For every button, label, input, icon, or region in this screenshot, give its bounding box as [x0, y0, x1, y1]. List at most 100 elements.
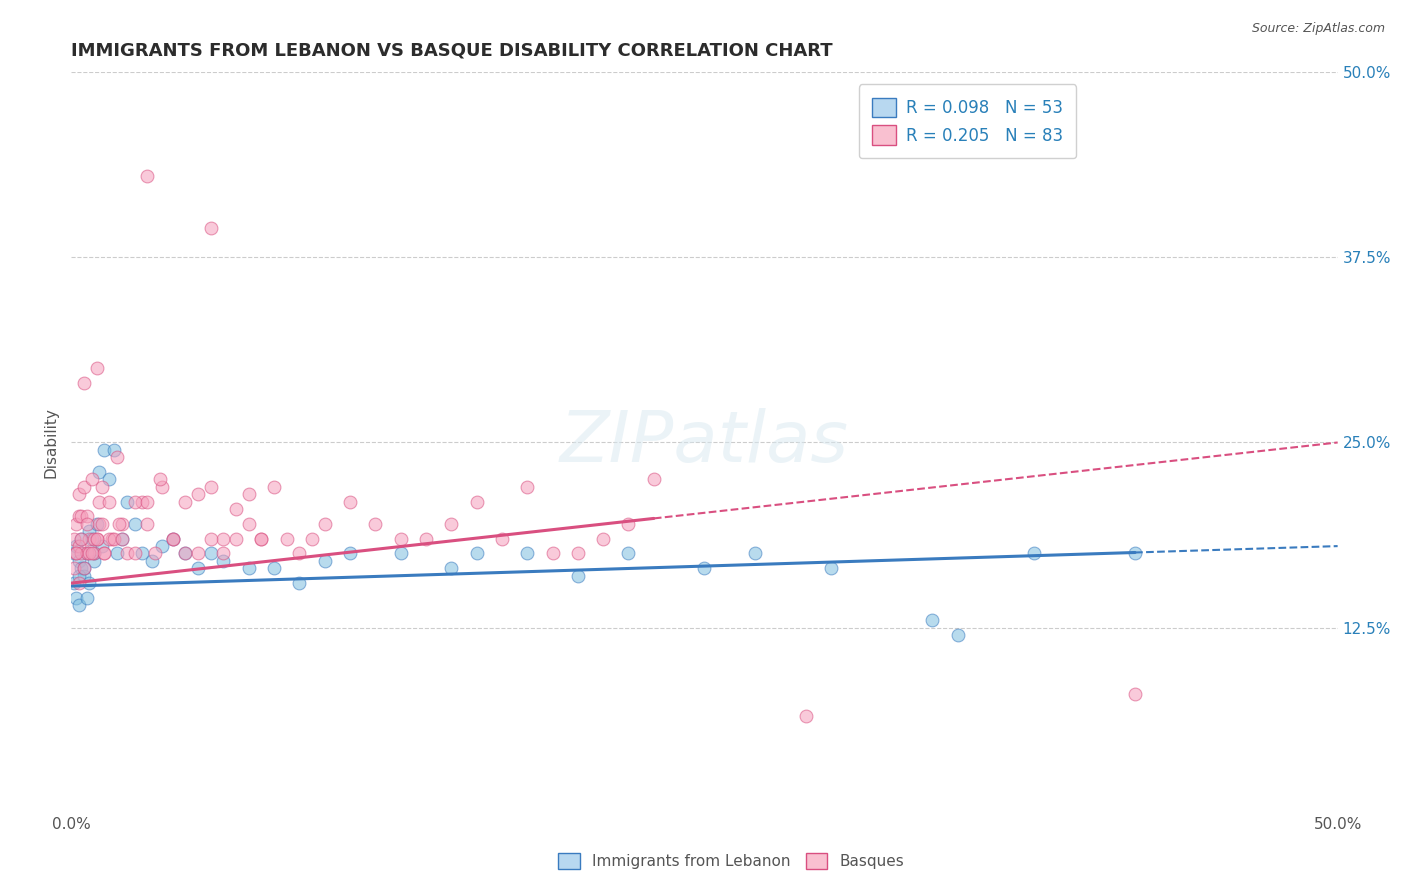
- Point: [389, 547, 412, 561]
- Point: [541, 547, 564, 561]
- Point: [83, 547, 105, 561]
- Point: [238, 487, 260, 501]
- Point: [1022, 547, 1045, 561]
- Point: [820, 561, 842, 575]
- Point: [187, 547, 209, 561]
- Point: [76, 547, 98, 561]
- Point: [187, 561, 209, 575]
- Point: [98, 494, 121, 508]
- Point: [339, 494, 361, 508]
- Point: [200, 220, 222, 235]
- Point: [288, 547, 311, 561]
- Point: [73, 568, 96, 582]
- Point: [89, 494, 111, 508]
- Point: [63, 547, 86, 561]
- Point: [77, 547, 100, 561]
- Point: [67, 509, 90, 524]
- Point: [250, 532, 273, 546]
- Point: [174, 494, 197, 508]
- Point: [108, 516, 131, 531]
- Point: [440, 561, 463, 575]
- Point: [70, 561, 93, 575]
- Point: [200, 480, 222, 494]
- Point: [70, 509, 93, 524]
- Point: [83, 547, 105, 561]
- Point: [86, 361, 108, 376]
- Point: [136, 494, 159, 508]
- Point: [70, 532, 93, 546]
- Point: [617, 516, 640, 531]
- Point: [152, 480, 174, 494]
- Point: [440, 516, 463, 531]
- Point: [212, 554, 235, 568]
- Point: [465, 494, 488, 508]
- Point: [124, 547, 146, 561]
- Point: [149, 473, 172, 487]
- Point: [65, 516, 87, 531]
- Legend: R = 0.098   N = 53, R = 0.205   N = 83: R = 0.098 N = 53, R = 0.205 N = 83: [859, 85, 1076, 158]
- Point: [105, 547, 128, 561]
- Point: [111, 532, 134, 546]
- Point: [73, 561, 96, 575]
- Point: [67, 554, 90, 568]
- Point: [93, 547, 115, 561]
- Point: [516, 547, 538, 561]
- Point: [76, 509, 98, 524]
- Point: [115, 547, 138, 561]
- Point: [339, 547, 361, 561]
- Point: [93, 547, 115, 561]
- Point: [794, 709, 817, 723]
- Point: [76, 591, 98, 605]
- Point: [90, 539, 112, 553]
- Point: [200, 532, 222, 546]
- Point: [592, 532, 614, 546]
- Point: [162, 532, 184, 546]
- Point: [86, 516, 108, 531]
- Point: [212, 547, 235, 561]
- Point: [83, 554, 105, 568]
- Point: [67, 487, 90, 501]
- Point: [225, 532, 247, 546]
- Point: [238, 516, 260, 531]
- Point: [225, 502, 247, 516]
- Point: [143, 547, 166, 561]
- Point: [77, 524, 100, 539]
- Point: [86, 532, 108, 546]
- Point: [80, 547, 103, 561]
- Point: [491, 532, 513, 546]
- Point: [152, 539, 174, 553]
- Point: [174, 547, 197, 561]
- Point: [76, 547, 98, 561]
- Point: [124, 516, 146, 531]
- Point: [744, 547, 766, 561]
- Text: Source: ZipAtlas.com: Source: ZipAtlas.com: [1251, 22, 1385, 36]
- Text: IMMIGRANTS FROM LEBANON VS BASQUE DISABILITY CORRELATION CHART: IMMIGRANTS FROM LEBANON VS BASQUE DISABI…: [72, 42, 832, 60]
- Point: [364, 516, 387, 531]
- Point: [98, 473, 121, 487]
- Point: [83, 532, 105, 546]
- Legend: Immigrants from Lebanon, Basques: Immigrants from Lebanon, Basques: [553, 847, 910, 875]
- Point: [103, 442, 125, 457]
- Point: [162, 532, 184, 546]
- Point: [67, 576, 90, 591]
- Point: [200, 547, 222, 561]
- Point: [643, 473, 665, 487]
- Point: [276, 532, 298, 546]
- Point: [1123, 547, 1146, 561]
- Point: [65, 539, 87, 553]
- Point: [80, 532, 103, 546]
- Point: [63, 561, 86, 575]
- Point: [63, 532, 86, 546]
- Point: [314, 516, 336, 531]
- Point: [73, 480, 96, 494]
- Point: [70, 532, 93, 546]
- Point: [67, 568, 90, 582]
- Point: [141, 554, 163, 568]
- Point: [288, 576, 311, 591]
- Point: [212, 532, 235, 546]
- Point: [77, 532, 100, 546]
- Point: [90, 516, 112, 531]
- Point: [73, 376, 96, 391]
- Point: [921, 613, 943, 627]
- Point: [115, 494, 138, 508]
